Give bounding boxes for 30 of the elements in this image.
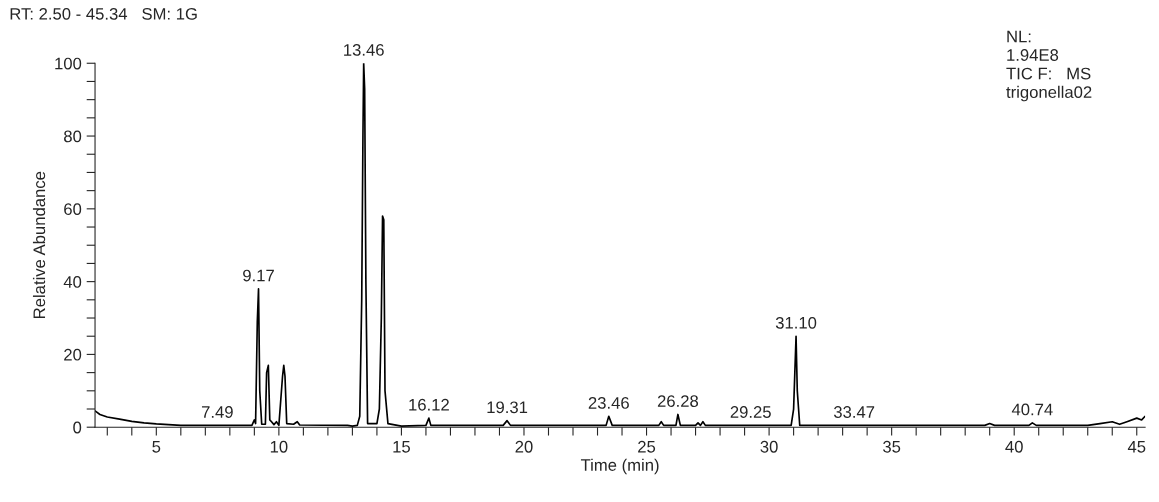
annotation: 13.46 <box>344 43 384 56</box>
annotation: 9.17 <box>243 269 274 282</box>
annotation: 26.28 <box>657 395 699 407</box>
annotation: 31.10 <box>775 316 817 329</box>
y-tick-label: 100 <box>55 57 82 70</box>
annotation: 16.12 <box>409 398 449 411</box>
x-axis-title: Time (min) <box>580 458 659 475</box>
y-tick-label: 20 <box>64 348 82 361</box>
y-tick-label: 0 <box>73 421 82 434</box>
annotation: 7.49 <box>201 406 233 418</box>
y-tick-label: 80 <box>64 130 82 143</box>
x-tick-label: 10 <box>270 440 288 453</box>
annotation: 40.74 <box>1011 403 1053 416</box>
x-tick-label: 15 <box>393 441 410 453</box>
annotation: NL: 1.94E8 TIC F: MS trigonella02 <box>1006 30 1092 102</box>
annotation: 29.25 <box>730 406 771 418</box>
x-tick-label: 25 <box>638 440 656 453</box>
y-axis-title: Relative Abundance <box>32 171 46 318</box>
x-tick-label: 40 <box>1005 440 1023 453</box>
x-tick-label: 35 <box>883 440 901 453</box>
y-tick-label: 60 <box>64 203 82 216</box>
x-tick-label: 45 <box>1127 441 1146 453</box>
text: RT: 2.50 - 45.34 SM: 1G <box>10 7 197 20</box>
y-tick-label: 40 <box>63 276 82 288</box>
annotation: 23.46 <box>588 397 629 409</box>
annotation: 19.31 <box>487 401 528 414</box>
x-tick-label: 30 <box>760 440 778 453</box>
x-tick-label: 5 <box>152 441 161 453</box>
annotation: 33.47 <box>833 406 875 418</box>
x-tick-label: 20 <box>515 440 533 453</box>
